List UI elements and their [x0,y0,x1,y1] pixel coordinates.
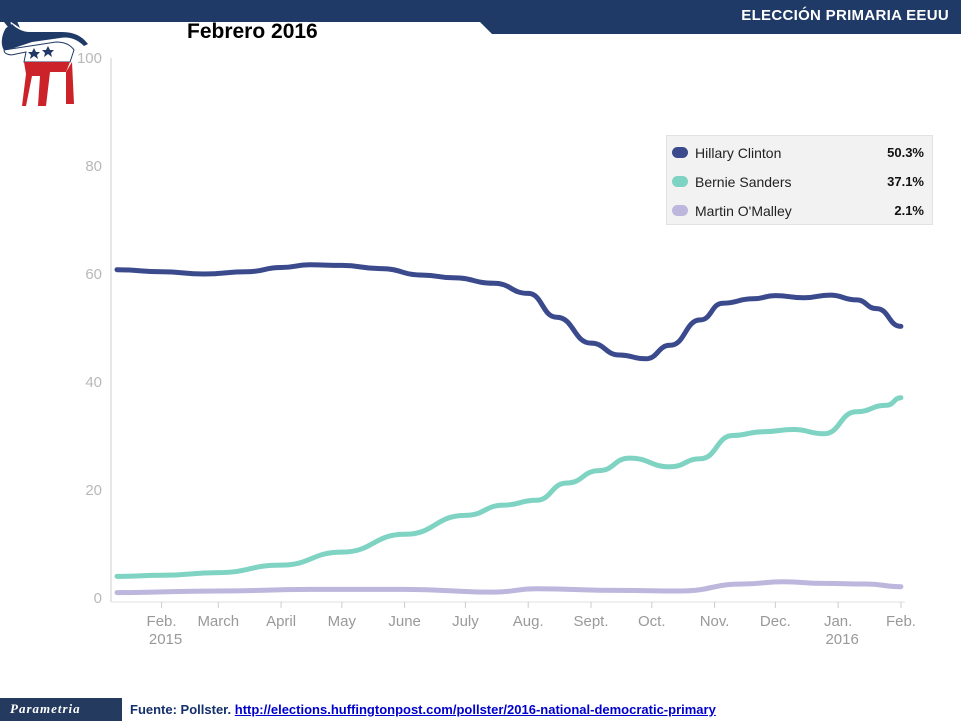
x-tick-label: Feb. [886,613,916,630]
x-tick-label: Jan. [824,613,852,630]
x-tick-sublabel: 2016 [825,631,858,648]
x-tick-label: May [328,613,357,630]
legend-label: Bernie Sanders [695,174,792,190]
footer-brand-text: Parametria [10,701,81,716]
x-tick-label: June [388,613,421,630]
legend-swatch [672,205,688,216]
series-line-bernie-sanders [114,395,904,579]
chart-legend: Hillary Clinton 50.3% Bernie Sanders 37.… [666,135,933,225]
legend-value: 2.1% [894,203,924,218]
legend-label: Martin O'Malley [695,203,792,219]
legend-swatch [672,176,688,187]
y-tick-label: 60 [85,266,102,283]
y-tick-label: 40 [85,374,102,391]
legend-value: 50.3% [887,145,924,160]
x-tick-label: Dec. [760,613,791,630]
legend-value: 37.1% [887,174,924,189]
x-tick-label: Nov. [700,613,730,630]
chart-title: Febrero 2016 [187,20,318,43]
banner-shape [0,0,961,34]
legend-label: Hillary Clinton [695,145,782,161]
x-tick-label: July [452,613,479,630]
x-tick-label: April [266,613,296,630]
legend-item-clinton: Hillary Clinton 50.3% [667,138,932,167]
source-label: Fuente: Pollster. [130,702,232,717]
y-tick-label: 100 [77,50,102,67]
legend-swatch [672,147,688,158]
x-tick-label: March [197,613,239,630]
legend-item-sanders: Bernie Sanders 37.1% [667,167,932,196]
source-link[interactable]: http://elections.huffingtonpost.com/poll… [234,702,716,717]
x-tick-label: Sept. [573,613,608,630]
y-tick-label: 80 [85,158,102,175]
legend-item-omalley: Martin O'Malley 2.1% [667,196,932,225]
democratic-donkey-icon [1,14,89,106]
y-tick-label: 20 [85,482,102,499]
x-tick-label: Oct. [638,613,666,630]
banner-title: ELECCIÓN PRIMARIA EEUU [741,7,949,24]
footer-source: Fuente: Pollster. http://elections.huffi… [130,702,716,717]
y-tick-label: 0 [94,590,102,607]
x-tick-label: Feb. [147,613,177,630]
series-line-martin-o-malley [114,579,904,596]
x-tick-label: Aug. [513,613,544,630]
header-banner [0,0,961,34]
footer-brand-logo: Parametria [0,698,122,721]
x-tick-sublabel: 2015 [149,631,182,648]
series-line-hillary-clinton [114,262,904,362]
